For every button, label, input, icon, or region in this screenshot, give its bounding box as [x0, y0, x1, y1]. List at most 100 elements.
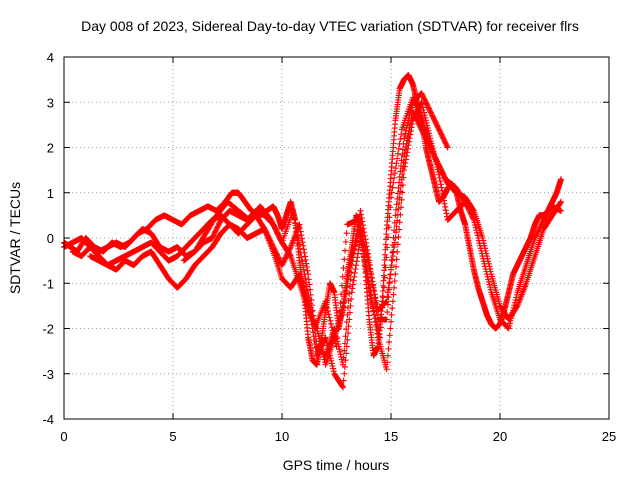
data-point	[358, 237, 365, 244]
data-point	[348, 256, 355, 263]
data-point	[533, 231, 540, 238]
data-point	[287, 252, 294, 259]
data-point	[316, 335, 323, 342]
data-point	[403, 140, 410, 147]
data-point	[340, 307, 347, 314]
data-point	[533, 232, 540, 239]
data-point	[389, 305, 396, 312]
data-point	[315, 350, 322, 357]
data-point	[384, 359, 391, 366]
data-point	[373, 318, 380, 325]
data-point	[422, 97, 429, 104]
data-point	[379, 288, 386, 295]
data-point	[407, 117, 414, 124]
data-point	[425, 105, 432, 112]
data-point	[435, 126, 442, 133]
data-point	[369, 278, 376, 285]
data-point	[534, 228, 541, 235]
data-point	[346, 316, 353, 323]
data-point	[280, 259, 287, 266]
data-point	[359, 218, 366, 225]
data-point	[487, 266, 494, 273]
x-tick-label: 25	[602, 429, 616, 444]
data-point	[395, 234, 402, 241]
data-point	[366, 292, 373, 299]
data-point	[216, 220, 223, 227]
data-point	[329, 362, 336, 369]
data-point	[327, 317, 334, 324]
data-point	[295, 237, 302, 244]
data-point	[416, 122, 423, 129]
data-point	[290, 212, 297, 219]
data-point	[382, 299, 389, 306]
data-point	[394, 155, 401, 162]
data-point	[395, 205, 402, 212]
data-point	[354, 250, 361, 257]
data-point	[292, 220, 299, 227]
data-point	[342, 238, 349, 245]
data-point	[313, 352, 320, 359]
data-point	[300, 242, 307, 249]
data-point	[430, 114, 437, 121]
data-point	[311, 337, 318, 344]
data-point	[322, 298, 329, 305]
data-point	[372, 315, 379, 322]
data-point	[401, 153, 408, 160]
data-point	[558, 176, 565, 183]
data-point	[386, 280, 393, 287]
data-point	[429, 112, 436, 119]
data-point	[473, 229, 480, 236]
x-axis-label: GPS time / hours	[283, 457, 390, 473]
data-point	[376, 331, 383, 338]
data-point	[317, 341, 324, 348]
data-point	[362, 263, 369, 270]
data-point	[305, 307, 312, 314]
data-point	[340, 384, 347, 391]
data-point	[383, 366, 390, 373]
data-point	[294, 233, 301, 240]
data-point	[506, 322, 513, 329]
data-point	[339, 383, 346, 390]
data-point	[440, 194, 447, 201]
data-point	[386, 275, 393, 282]
data-point	[480, 237, 487, 244]
data-point	[337, 299, 344, 306]
data-point	[353, 258, 360, 265]
data-point	[328, 324, 335, 331]
data-point	[390, 248, 397, 255]
data-point	[386, 339, 393, 346]
data-point	[531, 235, 538, 241]
data-point	[386, 332, 393, 339]
data-point	[390, 291, 397, 298]
data-point	[366, 262, 373, 269]
data-point	[443, 141, 450, 148]
data-point	[337, 351, 344, 358]
data-point	[412, 114, 419, 121]
data-point	[432, 118, 439, 125]
data-point	[363, 268, 370, 275]
data-point	[393, 223, 400, 230]
y-tick-label: -2	[42, 322, 54, 337]
data-point	[377, 334, 384, 341]
data-point	[391, 170, 398, 177]
data-point	[345, 272, 352, 279]
data-point	[353, 262, 360, 269]
data-point	[302, 253, 309, 260]
data-point	[384, 234, 391, 241]
data-point	[364, 278, 371, 285]
data-point	[422, 114, 429, 121]
data-point	[356, 222, 363, 229]
data-point	[361, 258, 368, 265]
data-point	[391, 284, 398, 291]
data-point	[383, 254, 390, 261]
data-point	[429, 113, 436, 120]
data-point	[291, 216, 298, 223]
y-tick-label: -1	[42, 276, 54, 291]
data-point	[351, 273, 358, 280]
y-tick-label: 1	[47, 186, 54, 201]
data-point	[322, 334, 329, 341]
data-point	[360, 253, 367, 260]
data-point	[382, 264, 389, 271]
data-point	[467, 209, 474, 216]
data-point	[513, 303, 520, 310]
